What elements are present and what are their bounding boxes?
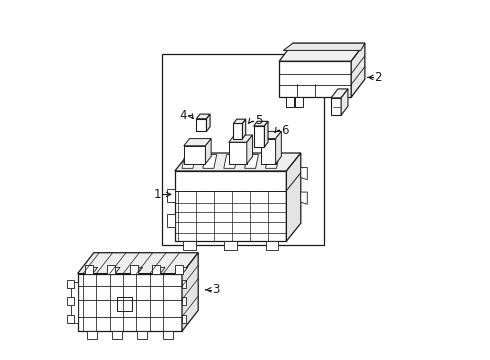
Polygon shape xyxy=(203,155,217,168)
Polygon shape xyxy=(184,146,205,164)
Polygon shape xyxy=(71,282,77,323)
Polygon shape xyxy=(152,265,160,274)
Text: 4: 4 xyxy=(179,109,187,122)
Polygon shape xyxy=(254,126,265,147)
Polygon shape xyxy=(167,189,175,202)
Polygon shape xyxy=(67,315,74,323)
Polygon shape xyxy=(77,274,182,331)
Polygon shape xyxy=(266,155,279,168)
Polygon shape xyxy=(265,121,268,147)
Polygon shape xyxy=(196,119,206,131)
Polygon shape xyxy=(85,267,98,274)
Polygon shape xyxy=(283,43,365,50)
Polygon shape xyxy=(286,97,294,107)
Polygon shape xyxy=(130,265,138,274)
Polygon shape xyxy=(182,280,186,288)
Polygon shape xyxy=(175,267,188,274)
Polygon shape xyxy=(261,131,281,139)
Polygon shape xyxy=(137,331,147,339)
Text: 5: 5 xyxy=(255,114,262,127)
Polygon shape xyxy=(163,331,172,339)
Polygon shape xyxy=(107,267,120,274)
Polygon shape xyxy=(167,213,175,227)
Text: 1: 1 xyxy=(154,188,162,201)
Polygon shape xyxy=(206,114,210,131)
Polygon shape xyxy=(77,253,198,274)
Polygon shape xyxy=(130,267,143,274)
Text: 6: 6 xyxy=(281,124,288,137)
Polygon shape xyxy=(279,43,365,61)
Polygon shape xyxy=(261,139,275,164)
Polygon shape xyxy=(182,315,186,323)
Polygon shape xyxy=(112,331,122,339)
Polygon shape xyxy=(224,241,237,250)
Polygon shape xyxy=(67,280,74,288)
Polygon shape xyxy=(233,119,245,123)
Polygon shape xyxy=(331,98,341,115)
Text: 2: 2 xyxy=(374,71,382,84)
Polygon shape xyxy=(182,155,196,168)
Polygon shape xyxy=(247,135,252,164)
Polygon shape xyxy=(243,119,245,139)
Polygon shape xyxy=(87,331,97,339)
Polygon shape xyxy=(275,131,281,164)
Polygon shape xyxy=(351,43,365,97)
Polygon shape xyxy=(301,167,307,180)
Polygon shape xyxy=(341,89,348,115)
Polygon shape xyxy=(152,267,165,274)
Text: 3: 3 xyxy=(213,283,220,296)
Polygon shape xyxy=(182,253,198,331)
Polygon shape xyxy=(182,297,186,305)
Polygon shape xyxy=(224,155,238,168)
Bar xyxy=(162,54,324,245)
Polygon shape xyxy=(286,153,301,241)
Polygon shape xyxy=(67,297,74,305)
Polygon shape xyxy=(107,265,115,274)
Polygon shape xyxy=(301,192,307,204)
Polygon shape xyxy=(295,97,303,107)
Polygon shape xyxy=(183,241,196,250)
Polygon shape xyxy=(229,135,252,142)
Polygon shape xyxy=(233,123,243,139)
Polygon shape xyxy=(175,265,183,274)
Polygon shape xyxy=(85,265,93,274)
Polygon shape xyxy=(245,155,258,168)
Polygon shape xyxy=(266,241,278,250)
Polygon shape xyxy=(279,61,351,97)
Polygon shape xyxy=(331,89,348,98)
Polygon shape xyxy=(229,142,247,164)
Polygon shape xyxy=(175,153,301,171)
Polygon shape xyxy=(117,297,132,311)
Polygon shape xyxy=(254,121,268,126)
Polygon shape xyxy=(175,171,286,241)
Polygon shape xyxy=(196,114,210,119)
Polygon shape xyxy=(205,139,211,164)
Polygon shape xyxy=(184,139,211,146)
